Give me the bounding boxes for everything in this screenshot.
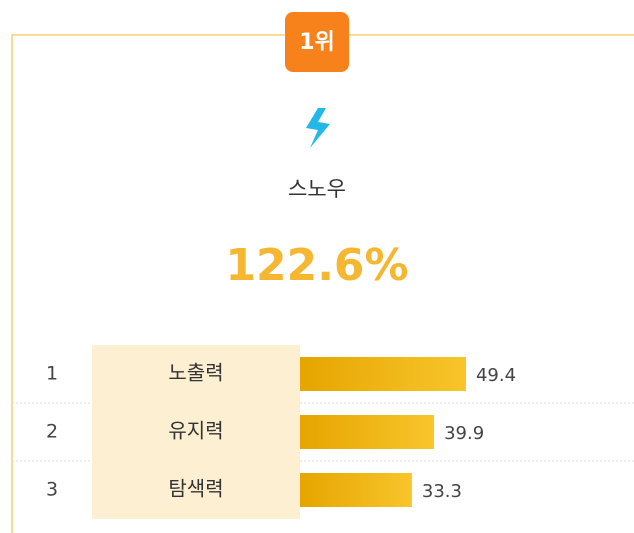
row-label: 탐색력: [168, 477, 223, 501]
row-rank: 2: [46, 421, 58, 443]
app-icon: [306, 108, 330, 148]
label-column: [92, 345, 300, 519]
row-rank: 1: [46, 363, 58, 385]
app-name: 스노우: [288, 177, 346, 201]
bar: [300, 473, 412, 507]
bar-value: 33.3: [422, 481, 462, 502]
bar-value: 39.9: [444, 423, 484, 444]
bar: [300, 415, 435, 449]
bar-value: 49.4: [476, 365, 516, 386]
card-border: [11, 34, 634, 533]
score-rows: 1 노출력 49.4 2 유지력 39.9 3 탐색력 33.3: [46, 345, 516, 519]
rank-badge: [285, 12, 349, 72]
row-rank: 3: [46, 479, 58, 501]
row-label: 노출력: [168, 361, 223, 385]
row-label: 유지력: [168, 419, 223, 443]
app-score: 122.6%: [225, 240, 408, 291]
bar: [300, 357, 466, 391]
rank-badge-text: 1위: [299, 30, 335, 55]
